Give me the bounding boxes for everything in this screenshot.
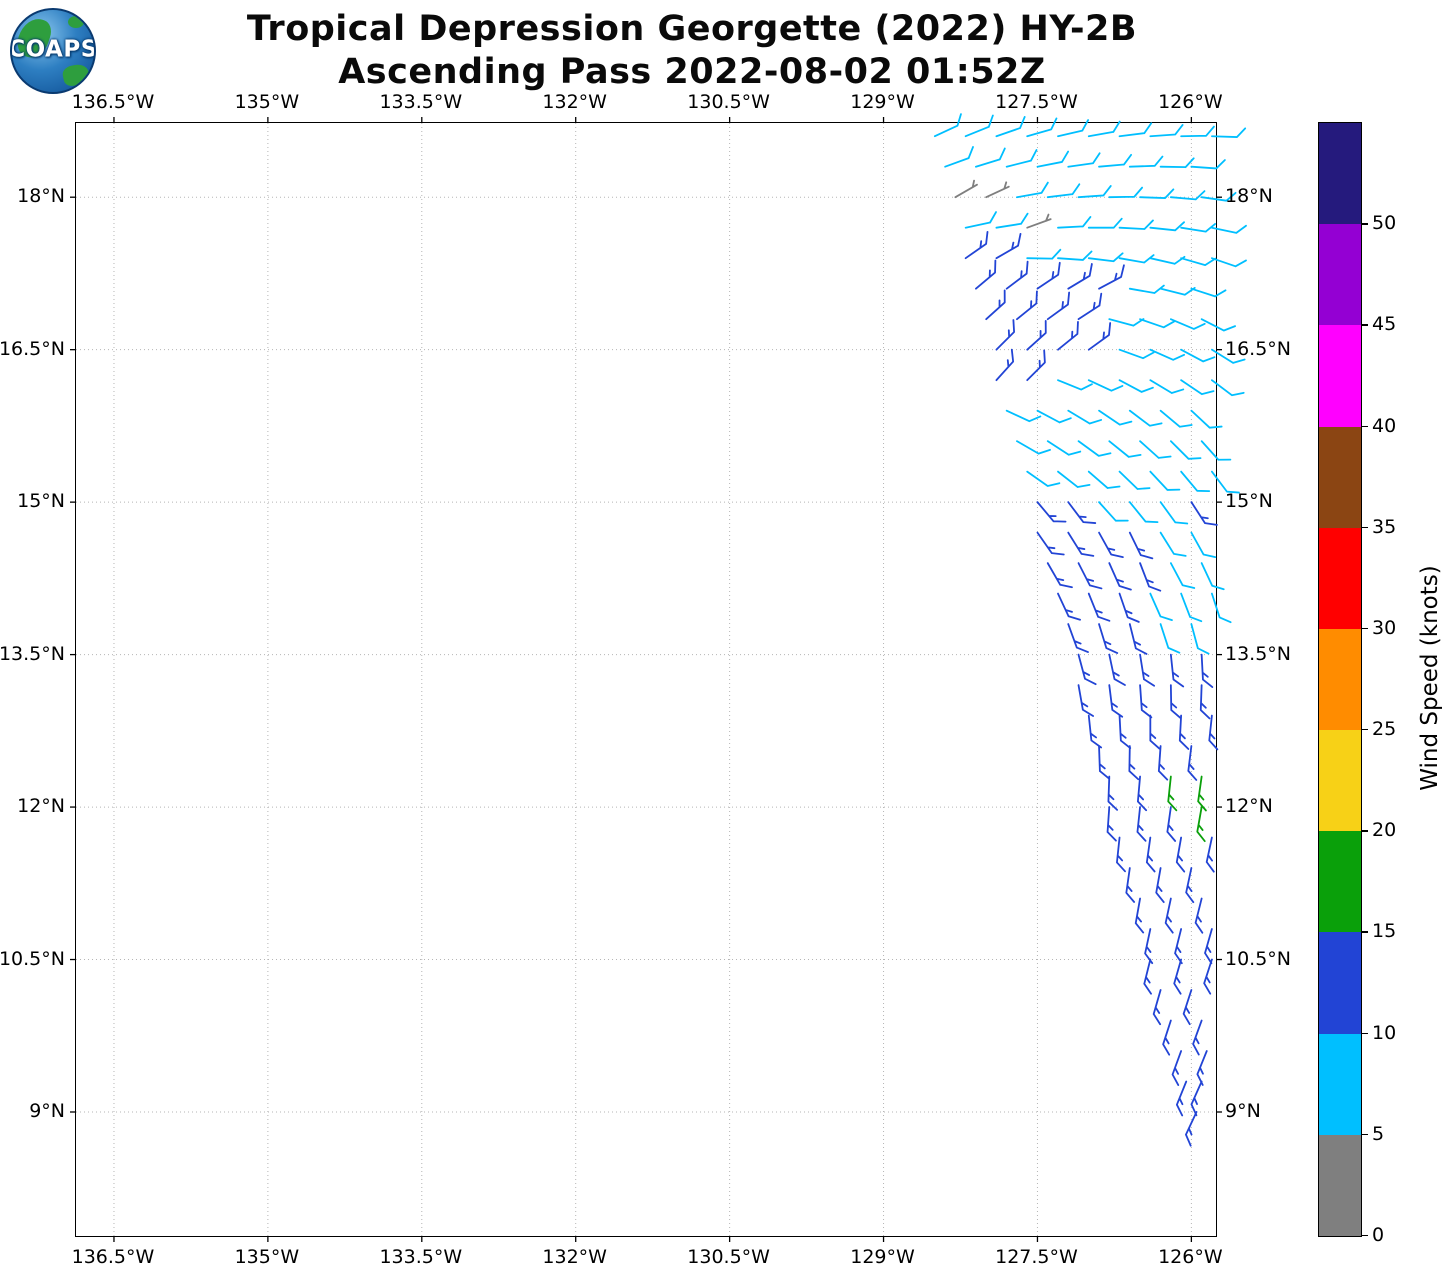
x-tick-label-top: 136.5°W (71, 91, 155, 113)
y-tick-label-left: 15°N (17, 490, 65, 513)
y-tick-label-left: 13.5°N (0, 642, 65, 665)
y-tick-label-left: 18°N (17, 185, 65, 208)
colorbar-tick-label: 15 (1372, 920, 1397, 943)
colorbar-segment (1319, 730, 1361, 832)
colorbar-tick (1361, 627, 1368, 630)
colorbar-tick (1361, 830, 1368, 832)
y-tick-label-left: 12°N (17, 795, 65, 818)
x-tick-label-top: 133.5°W (379, 91, 463, 113)
colorbar-segment (1319, 123, 1361, 225)
colorbar-tick-label: 5 (1372, 1122, 1385, 1145)
colorbar-tick-label: 30 (1372, 616, 1397, 639)
y-tick-label-right: 18°N (1225, 185, 1273, 208)
x-tick-label-bottom: 130.5°W (687, 1246, 770, 1264)
x-tick-label-bottom: 135°W (234, 1246, 300, 1264)
colorbar-tick-label: 10 (1372, 1021, 1397, 1044)
x-tick-label-top: 129°W (850, 91, 915, 113)
coaps-logo-text: COAPS (10, 36, 96, 63)
colorbar-tick (1361, 1235, 1368, 1237)
colorbar-segment (1319, 325, 1361, 427)
y-tick-label-right: 13.5°N (1225, 642, 1292, 665)
colorbar-label: Wind Speed (knots) (1417, 565, 1443, 791)
colorbar-tick-label: 35 (1372, 515, 1397, 538)
colorbar-segment (1319, 527, 1361, 629)
colorbar-tick (1361, 1133, 1368, 1136)
map-plot-area (70, 113, 1247, 1242)
wind-barb-layer (70, 113, 1247, 1242)
colorbar-tick-label: 40 (1372, 414, 1397, 437)
colorbar (1318, 122, 1362, 1237)
y-tick-label-left: 16.5°N (0, 337, 65, 360)
colorbar-tick (1361, 223, 1368, 225)
y-tick-label-right: 16.5°N (1225, 337, 1292, 360)
colorbar-segment (1319, 932, 1361, 1034)
colorbar-tick (1361, 729, 1368, 731)
colorbar-segment (1319, 628, 1361, 731)
colorbar-segment (1319, 224, 1361, 326)
y-tick-label-right: 12°N (1225, 795, 1273, 818)
x-tick-label-top: 127.5°W (995, 91, 1078, 113)
chart-title: Tropical Depression Georgette (2022) HY-… (0, 8, 1384, 94)
x-tick-label-top: 135°W (234, 91, 300, 113)
colorbar-tick (1361, 931, 1368, 933)
y-tick-label-right: 9°N (1225, 1099, 1261, 1122)
x-tick-label-bottom: 129°W (850, 1246, 915, 1264)
x-tick-label-top: 132°W (542, 91, 607, 113)
x-tick-label-top: 126°W (1158, 91, 1223, 113)
x-tick-label-bottom: 126°W (1158, 1246, 1223, 1264)
globe-land-icon (68, 16, 84, 28)
x-tick-label-bottom: 127.5°W (995, 1246, 1078, 1264)
colorbar-tick-label: 50 (1372, 212, 1397, 235)
colorbar-tick (1361, 1032, 1368, 1035)
title-line-2: Ascending Pass 2022-08-02 01:52Z (338, 52, 1046, 92)
x-tick-label-top: 130.5°W (687, 91, 770, 113)
y-tick-label-left: 9°N (29, 1099, 65, 1122)
colorbar-tick (1361, 324, 1368, 326)
colorbar-tick (1361, 425, 1368, 427)
colorbar-tick-label: 20 (1372, 819, 1397, 842)
colorbar-segment (1319, 426, 1361, 528)
y-tick-label-right: 15°N (1225, 490, 1273, 513)
x-tick-label-bottom: 132°W (542, 1246, 607, 1264)
colorbar-tick-label: 25 (1372, 718, 1397, 741)
colorbar-tick (1361, 526, 1368, 529)
y-tick-label-right: 10.5°N (1225, 947, 1292, 970)
y-tick-label-left: 10.5°N (0, 947, 65, 970)
x-tick-label-bottom: 136.5°W (71, 1246, 155, 1264)
colorbar-tick-label: 45 (1372, 313, 1397, 336)
colorbar-segment (1319, 1033, 1361, 1135)
title-line-1: Tropical Depression Georgette (2022) HY-… (246, 9, 1138, 49)
x-tick-label-bottom: 133.5°W (379, 1246, 463, 1264)
colorbar-tick-label: 0 (1372, 1224, 1385, 1246)
colorbar-segment (1319, 1134, 1361, 1236)
colorbar-segment (1319, 831, 1361, 933)
coaps-logo: COAPS (10, 8, 96, 94)
